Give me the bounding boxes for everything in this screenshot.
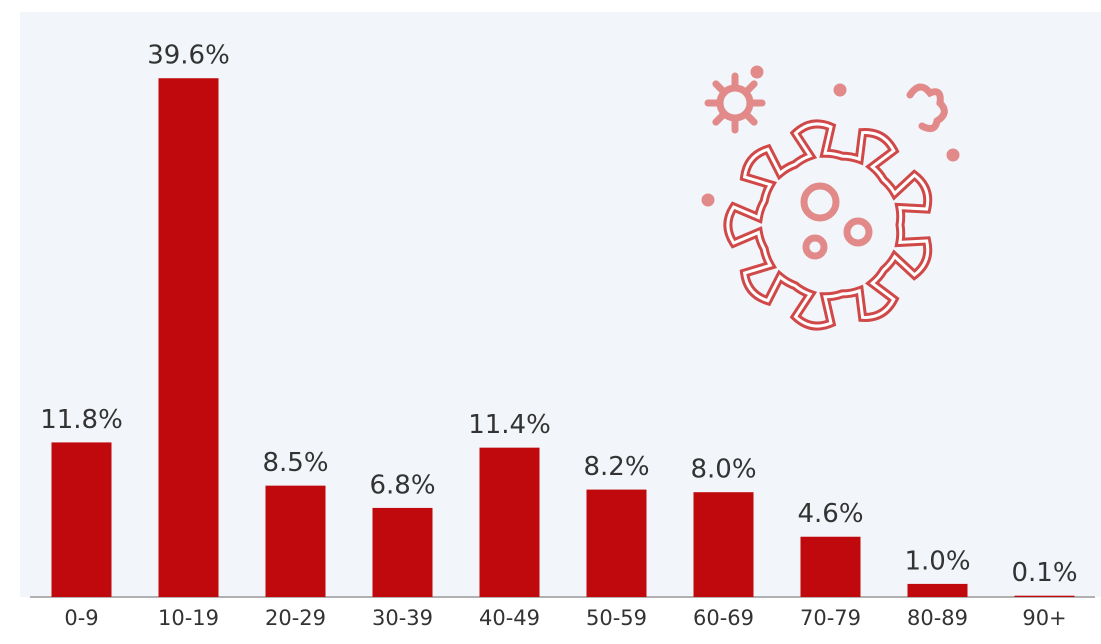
- virus-icon: [701, 65, 960, 331]
- bar: [372, 507, 433, 597]
- value-label: 1.0%: [904, 546, 970, 576]
- x-tick-label: 40-49: [479, 606, 540, 630]
- x-tick-label: 30-39: [372, 606, 433, 630]
- bar: [265, 485, 326, 597]
- small-virus: [906, 83, 948, 133]
- bar: [907, 583, 968, 597]
- bar: [800, 536, 861, 597]
- x-tick-label: 60-69: [693, 606, 754, 630]
- x-tick-label: 10-19: [158, 606, 219, 630]
- value-label: 6.8%: [369, 470, 435, 500]
- x-tick-label: 20-29: [265, 606, 326, 630]
- x-tick-label: 0-9: [64, 606, 98, 630]
- value-label: 39.6%: [147, 41, 230, 71]
- bar: [158, 78, 219, 598]
- x-tick-label: 50-59: [586, 606, 647, 630]
- virus-core: [800, 182, 840, 222]
- small-virus-spike: [743, 111, 758, 126]
- value-label: 11.4%: [468, 410, 551, 440]
- virus-core: [843, 217, 873, 247]
- dot: [701, 193, 715, 207]
- value-label: 8.0%: [690, 455, 756, 485]
- virus-body-inner: [726, 122, 930, 328]
- value-label: 0.1%: [1011, 558, 1077, 588]
- small-virus-spike: [712, 80, 727, 95]
- dot: [946, 148, 960, 162]
- bar: [693, 492, 754, 597]
- virus-core: [802, 234, 828, 260]
- value-label: 8.2%: [583, 452, 649, 482]
- x-tick-label: 80-89: [907, 606, 968, 630]
- value-label: 11.8%: [40, 405, 123, 435]
- bar: [479, 447, 540, 597]
- bar: [586, 489, 647, 597]
- bar: [51, 442, 112, 597]
- x-tick-label: 70-79: [800, 606, 861, 630]
- value-label: 4.6%: [797, 499, 863, 529]
- bar: [1014, 595, 1075, 597]
- dot: [833, 83, 847, 97]
- small-virus-spike: [743, 80, 758, 95]
- value-label: 8.5%: [262, 448, 328, 478]
- dot: [750, 65, 764, 79]
- small-virus-spike: [712, 111, 727, 126]
- x-tick-label: 90+: [1022, 606, 1066, 630]
